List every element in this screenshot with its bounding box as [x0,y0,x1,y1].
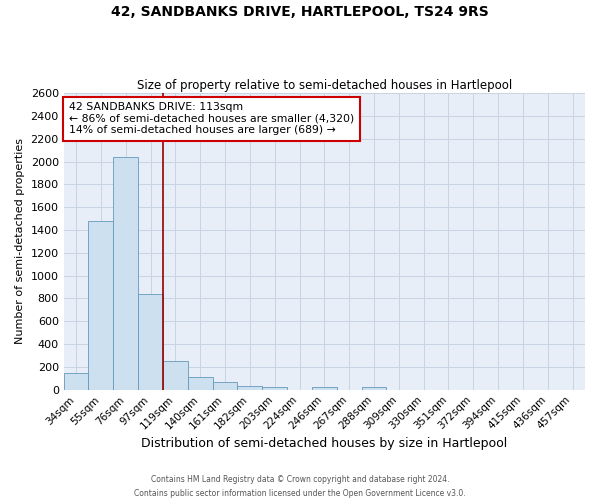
Bar [163,360,188,390]
Bar [113,157,138,390]
Text: 42 SANDBANKS DRIVE: 113sqm
← 86% of semi-detached houses are smaller (4,320)
14%: 42 SANDBANKS DRIVE: 113sqm ← 86% of semi… [69,102,354,136]
Bar [188,376,212,390]
Bar [212,382,238,390]
Text: 42, SANDBANKS DRIVE, HARTLEPOOL, TS24 9RS: 42, SANDBANKS DRIVE, HARTLEPOOL, TS24 9R… [111,5,489,19]
Bar [138,294,163,390]
Text: Contains HM Land Registry data © Crown copyright and database right 2024.
Contai: Contains HM Land Registry data © Crown c… [134,476,466,498]
Bar [362,388,386,390]
Y-axis label: Number of semi-detached properties: Number of semi-detached properties [15,138,25,344]
Title: Size of property relative to semi-detached houses in Hartlepool: Size of property relative to semi-detach… [137,79,512,92]
X-axis label: Distribution of semi-detached houses by size in Hartlepool: Distribution of semi-detached houses by … [141,437,508,450]
Bar [64,372,88,390]
Bar [262,388,287,390]
Bar [88,221,113,390]
Bar [238,386,262,390]
Bar [312,387,337,390]
